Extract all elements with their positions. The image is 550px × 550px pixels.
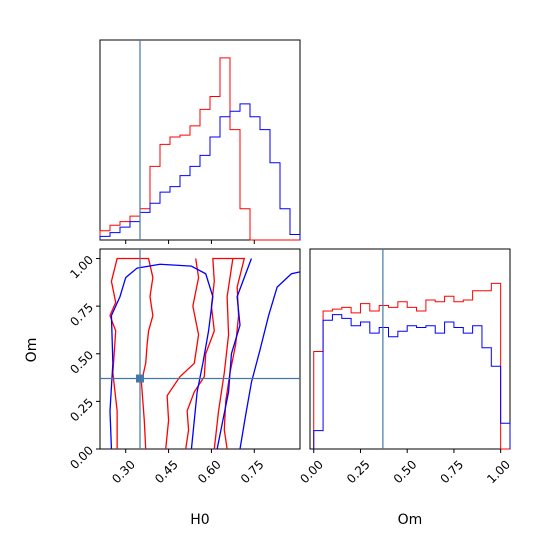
contour-ytick-label-4: 1.00 — [67, 253, 96, 282]
contour-xtick-label-1: 0.45 — [152, 457, 181, 486]
contour-xtick-label-2: 0.60 — [195, 457, 224, 486]
om-xtick-label-4: 1.00 — [484, 457, 513, 486]
h0-histogram-series-1 — [99, 103, 301, 240]
contour-ytick-label-1: 0.25 — [67, 396, 96, 425]
contour-ytick-label-2: 0.50 — [67, 348, 96, 377]
truth-marker — [136, 374, 144, 383]
y-axis-label-om: Om — [24, 338, 40, 363]
h0-om-contour-panel: 0.30 0.45 0.60 0.750.000.250.500.751.00 H0 … — [24, 248, 301, 528]
contour-ytick-label-3: 0.75 — [67, 300, 96, 329]
contour-line-0 — [109, 257, 154, 450]
h0-marginal-histogram — [99, 39, 301, 244]
contour-line-5 — [216, 258, 253, 450]
om-xtick-label-1: 0.25 — [344, 457, 373, 486]
contour-frame — [99, 248, 301, 450]
contour-line-4 — [109, 263, 214, 450]
om-xtick-label-2: 0.50 — [391, 457, 420, 486]
h0-histogram-frame — [99, 39, 301, 241]
om-histogram-series-0 — [313, 282, 510, 450]
om-histogram-series-1 — [313, 314, 511, 449]
contour-xtick-label-3: 0.75 — [238, 457, 267, 486]
contour-ytick-label-0: 0.00 — [67, 443, 96, 472]
x-axis-label-h0: H0 — [190, 512, 209, 528]
om-xtick-label-3: 0.75 — [437, 457, 466, 486]
contour-line-2 — [165, 258, 200, 450]
contour-xtick-label-0: 0.30 — [109, 457, 138, 486]
contour-line-3 — [213, 258, 234, 450]
om-marginal-histogram: 0.00 0.25 0.50 0.75 1.00 Om — [297, 248, 513, 528]
x-axis-label-om: Om — [398, 512, 423, 528]
contour-line-6 — [239, 271, 301, 450]
om-xtick-label-0: 0.00 — [297, 457, 326, 486]
om-histogram-frame — [309, 248, 511, 450]
